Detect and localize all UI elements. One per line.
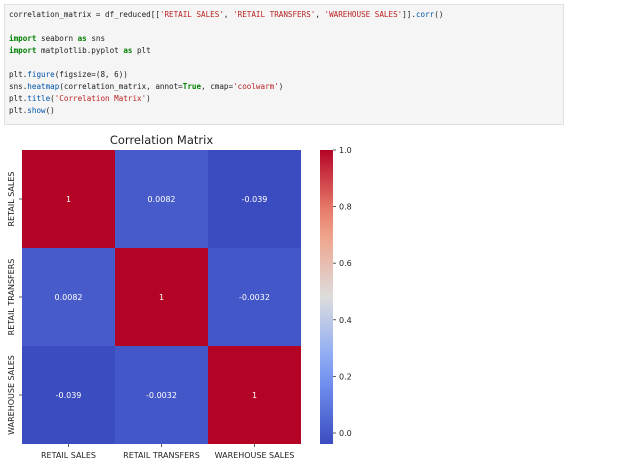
colorbar-tick-label: 0.6 xyxy=(339,259,352,268)
code-token: True xyxy=(182,82,202,91)
chart-title: Correlation Matrix xyxy=(110,133,213,147)
code-token: , xyxy=(223,10,234,19)
code-token: heatmap xyxy=(27,82,60,91)
heatmap-cell xyxy=(208,248,301,346)
code-line: plt.figure(figsize=(8, 6)) xyxy=(9,69,559,81)
colorbar-tick-label: 0.8 xyxy=(339,203,352,212)
colorbar-tick-label: 0.0 xyxy=(339,429,352,438)
cell-annotation: -0.039 xyxy=(242,195,268,204)
code-token: as xyxy=(77,34,87,43)
code-line: plt.title('Correlation Matrix') xyxy=(9,93,559,105)
heatmap-figure: Correlation Matrix 1 0.0082 -0.039 0.0082 1 -… xyxy=(7,133,352,460)
code-line: import matplotlib.pyplot as plt xyxy=(9,45,559,57)
code-token: plt. xyxy=(9,94,28,103)
code-line: plt.show() xyxy=(9,105,559,117)
code-line xyxy=(9,57,559,69)
code-token: ) xyxy=(278,82,284,91)
code-token: , xyxy=(315,10,325,19)
y-tick-label: RETAIL TRANSFERS xyxy=(7,259,16,336)
heatmap-cell xyxy=(22,248,115,346)
code-token: figure xyxy=(27,70,55,79)
code-token: , cmap= xyxy=(201,82,234,91)
code-token: ( xyxy=(50,94,55,103)
colorbar: 0.0 0.2 0.4 0.6 0.8 1.0 xyxy=(320,146,352,444)
cell-annotation: -0.0032 xyxy=(146,391,177,400)
code-token: title xyxy=(27,94,51,103)
heatmap-cells: 1 0.0082 -0.039 0.0082 1 -0.0032 -0.039 -0.0032… xyxy=(22,150,301,444)
colorbar-tick-label: 0.4 xyxy=(339,316,352,325)
code-token: 'WAREHOUSE SALES' xyxy=(324,10,403,19)
y-tick-labels: RETAIL SALES RETAIL TRANSFERS WAREHOUSE SA… xyxy=(7,172,22,435)
heatmap-cell xyxy=(115,150,208,248)
code-token: sns xyxy=(86,34,106,43)
code-token: corr xyxy=(415,10,435,19)
colorbar-gradient xyxy=(320,150,333,444)
code-token: () xyxy=(45,106,55,115)
code-token: 'coolwarm' xyxy=(233,82,279,91)
cell-annotation: -0.0032 xyxy=(239,293,270,302)
code-token: ) xyxy=(146,94,151,103)
code-token: plt. xyxy=(9,70,28,79)
code-token: (correlation_matrix, annot= xyxy=(59,82,183,91)
x-tick-label: RETAIL SALES xyxy=(41,451,96,460)
y-tick-label: WAREHOUSE SALES xyxy=(7,355,16,435)
code-token: ]]. xyxy=(402,10,416,19)
cell-annotation: 0.0082 xyxy=(148,195,176,204)
code-line: import seaborn as sns xyxy=(9,33,559,45)
y-tick-label: RETAIL SALES xyxy=(7,172,16,227)
x-tick-label: RETAIL TRANSFERS xyxy=(123,451,200,460)
heatmap-cell xyxy=(22,150,115,248)
code-line: correlation_matrix = df_reduced[['RETAIL… xyxy=(9,9,559,21)
code-line xyxy=(9,21,559,33)
cell-annotation: -0.039 xyxy=(56,391,82,400)
code-token: matplotlib.pyplot xyxy=(36,46,124,55)
code-token: import xyxy=(9,34,37,43)
code-token: sns. xyxy=(9,82,28,91)
code-token: correlation_matrix = df_reduced[[ xyxy=(9,10,160,19)
x-tick-labels: RETAIL SALES RETAIL TRANSFERS WAREHOUSE SA… xyxy=(41,444,294,460)
colorbar-tick-label: 0.2 xyxy=(339,372,352,381)
heatmap-cell xyxy=(22,346,115,444)
cell-annotation: 1 xyxy=(159,293,164,302)
code-token: plt. xyxy=(9,106,28,115)
code-editor[interactable]: correlation_matrix = df_reduced[['RETAIL… xyxy=(9,9,559,117)
cell-annotation: 1 xyxy=(252,391,257,400)
code-token: show xyxy=(27,106,46,115)
cell-annotation: 1 xyxy=(66,195,71,204)
heatmap-cell xyxy=(208,150,301,248)
code-token: (figsize=(8, 6)) xyxy=(54,70,128,79)
code-token: () xyxy=(434,10,444,19)
code-token: 'Correlation Matrix' xyxy=(54,94,147,103)
code-token: seaborn xyxy=(36,34,78,43)
heatmap-cell xyxy=(208,346,301,444)
cell-annotation: 0.0082 xyxy=(55,293,83,302)
colorbar-tick-label: 1.0 xyxy=(339,146,352,155)
code-token: plt xyxy=(132,46,151,55)
x-tick-label: WAREHOUSE SALES xyxy=(215,451,295,460)
code-line: sns.heatmap(correlation_matrix, annot=Tr… xyxy=(9,81,559,93)
heatmap-cell xyxy=(115,346,208,444)
heatmap-cell xyxy=(115,248,208,346)
code-token: 'RETAIL TRANSFERS' xyxy=(233,10,316,19)
code-token: 'RETAIL SALES' xyxy=(159,10,224,19)
code-cell[interactable]: correlation_matrix = df_reduced[['RETAIL… xyxy=(4,4,564,125)
code-token: as xyxy=(123,46,133,55)
code-token: import xyxy=(9,46,37,55)
